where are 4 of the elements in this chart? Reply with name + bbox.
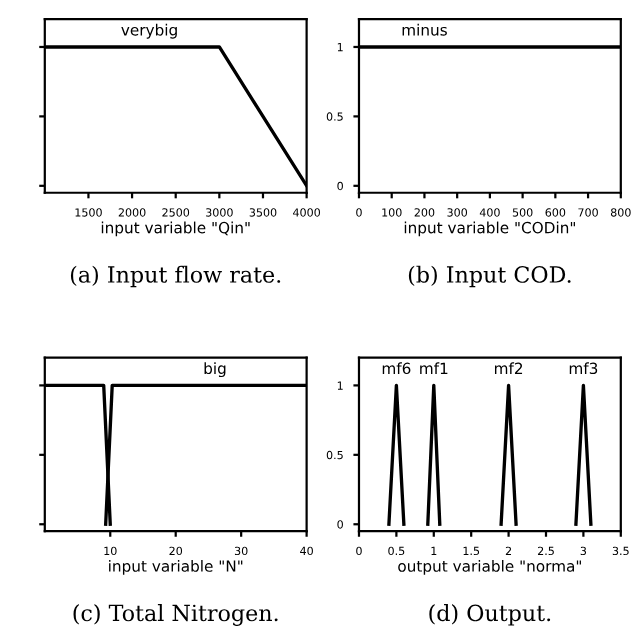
text: (d) Output. bbox=[429, 604, 551, 626]
text: (a) Input flow rate. bbox=[70, 265, 281, 288]
text: (b) Input COD. bbox=[408, 265, 571, 288]
text: (c) Total Nitrogen. bbox=[73, 604, 278, 626]
